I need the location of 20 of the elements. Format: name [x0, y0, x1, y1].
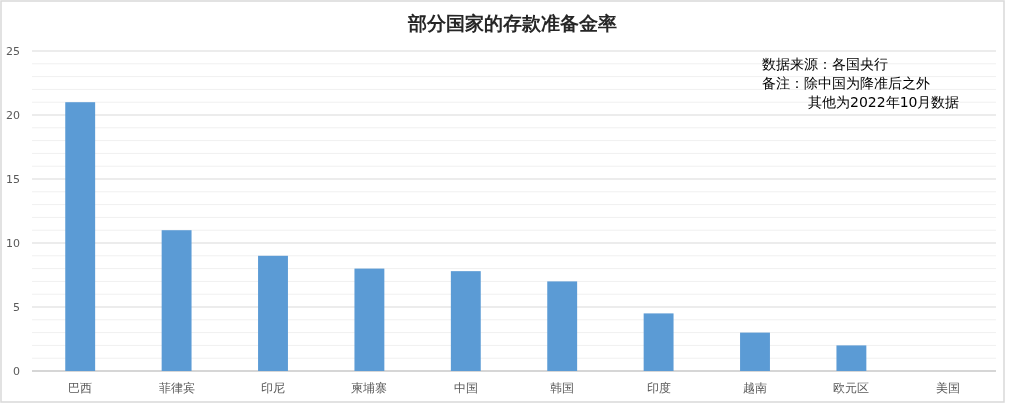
y-tick-label: 10: [6, 237, 20, 250]
annotation: 其他为2022年10月数据: [808, 94, 960, 110]
x-tick-label: 巴西: [68, 381, 93, 395]
x-tick-label: 印尼: [261, 381, 285, 395]
x-tick-label: 柬埔寨: [351, 381, 388, 395]
x-tick-label: 中国: [453, 381, 478, 395]
annotation: 备注：除中国为降准后之外: [762, 75, 930, 91]
y-tick-label: 0: [13, 365, 20, 378]
annotation: 数据来源：各国央行: [762, 56, 888, 72]
y-tick-label: 25: [6, 45, 20, 58]
x-tick-label: 印度: [646, 381, 671, 395]
x-tick-label: 越南: [743, 381, 767, 395]
x-tick-label: 菲律宾: [158, 381, 195, 395]
y-tick-label: 15: [6, 173, 20, 186]
x-tick-label: 欧元区: [833, 381, 870, 395]
x-tick-label: 美国: [935, 381, 960, 395]
chart-title: 部分国家的存款准备金率: [406, 12, 617, 34]
y-tick-label: 5: [13, 301, 20, 314]
y-tick-label: 20: [6, 109, 20, 122]
x-tick-label: 韩国: [550, 381, 575, 395]
